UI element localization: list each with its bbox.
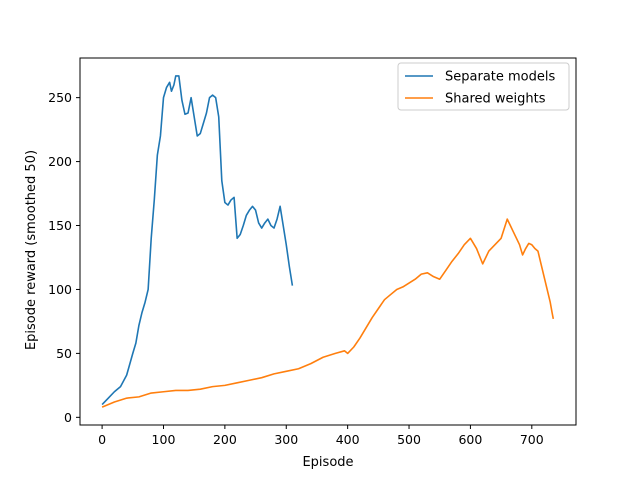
y-axis-label: Episode reward (smoothed 50) — [24, 150, 39, 350]
x-tick-label: 400 — [336, 432, 360, 447]
x-tick-label: 0 — [98, 432, 106, 447]
x-tick-label: 700 — [520, 432, 544, 447]
y-axis-ticks: 0 50 100 150 200 250 — [48, 90, 80, 425]
y-tick-label: 100 — [48, 282, 72, 297]
y-tick-label: 50 — [56, 346, 72, 361]
x-tick-label: 100 — [152, 432, 176, 447]
x-tick-label: 300 — [274, 432, 298, 447]
legend-box — [397, 62, 570, 111]
legend-label-0: Separate models — [445, 70, 555, 85]
y-tick-label: 250 — [48, 90, 72, 105]
series-line-0 — [101, 75, 294, 406]
legend: Separate models Shared weights — [397, 62, 570, 111]
x-tick-label: 200 — [213, 432, 237, 447]
x-axis-label: Episode — [302, 455, 353, 470]
y-tick-label: 200 — [48, 154, 72, 169]
legend-label-1: Shared weights — [445, 92, 546, 107]
x-axis-ticks: 0 100 200 300 400 500 600 700 — [98, 425, 544, 447]
plot-border — [79, 57, 577, 426]
y-tick-label: 0 — [64, 410, 72, 425]
x-tick-label: 600 — [458, 432, 482, 447]
series-layer — [101, 75, 555, 408]
y-tick-label: 150 — [48, 218, 72, 233]
x-tick-label: 500 — [397, 432, 421, 447]
axes-frame — [79, 57, 577, 426]
series-line-1 — [101, 218, 555, 408]
